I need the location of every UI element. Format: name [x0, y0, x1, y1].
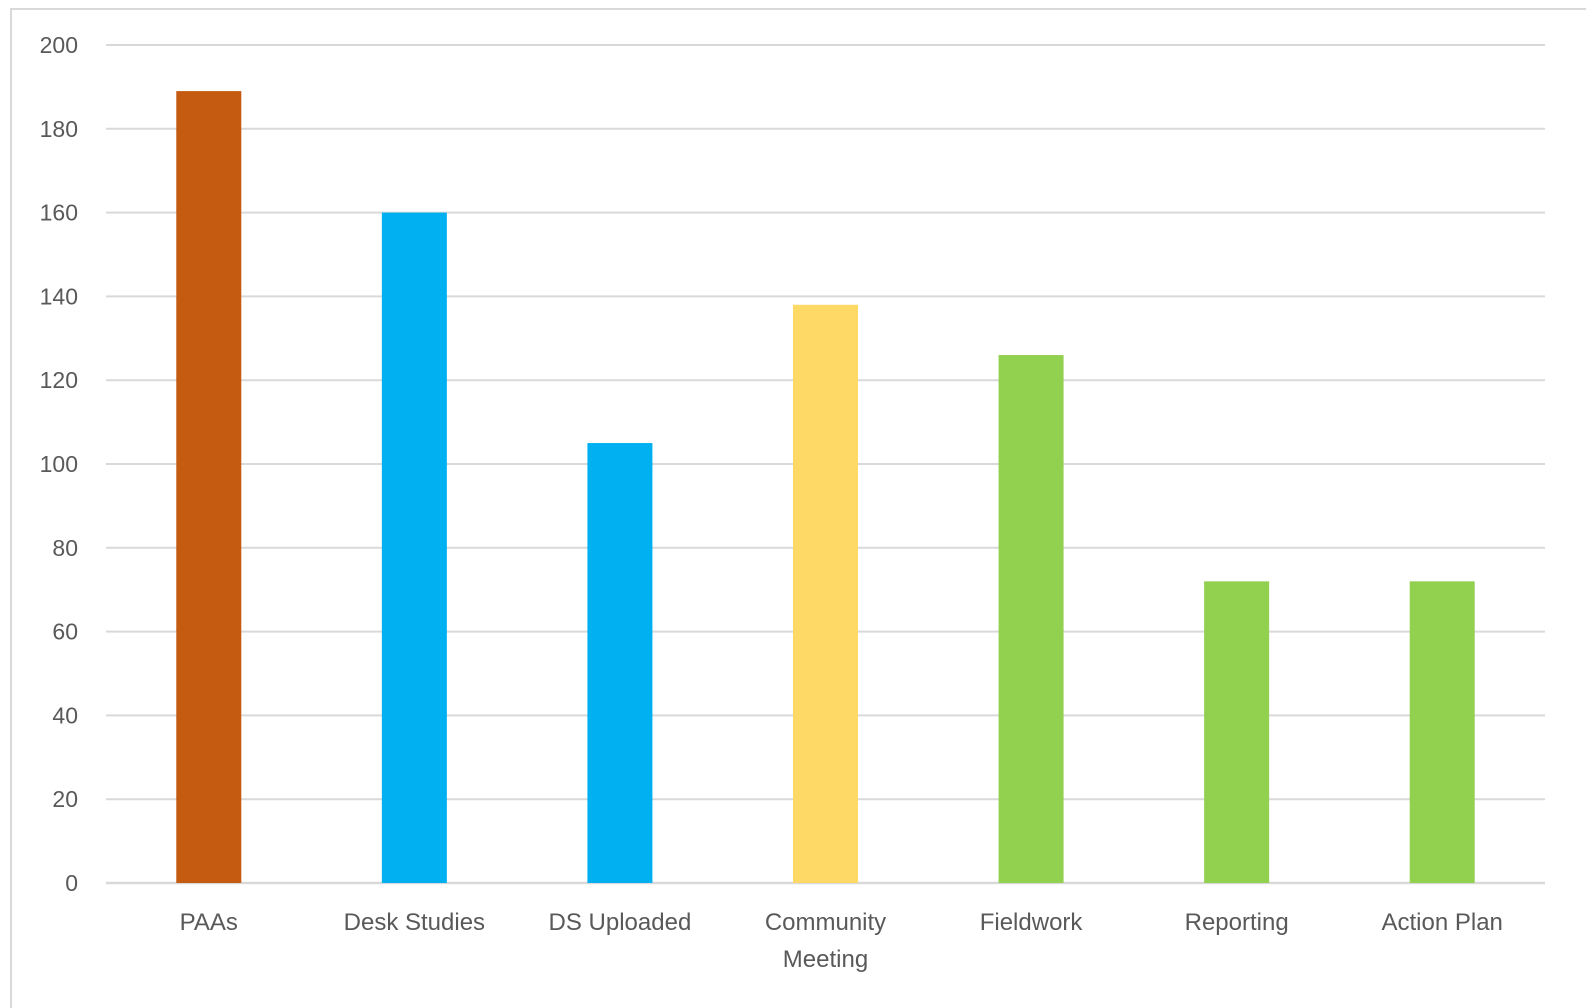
x-category-label: PAAs: [180, 909, 238, 936]
bar-desk-studies: [381, 212, 447, 884]
y-tick-label: 160: [40, 200, 78, 226]
bars: [176, 91, 1475, 884]
y-axis-ticks: 0 20 40 60 80 100 120 140 160 180 200: [40, 32, 78, 896]
bar-reporting: [1204, 581, 1270, 883]
y-tick-label: 180: [40, 116, 78, 142]
y-tick-label: 100: [40, 451, 78, 477]
y-tick-label: 20: [52, 786, 78, 812]
bar-action-plan: [1409, 581, 1475, 883]
x-axis-labels: PAAs Desk Studies DS Uploaded Community Meet…: [180, 909, 1503, 973]
y-tick-label: 140: [40, 283, 78, 309]
y-tick-label: 40: [52, 702, 78, 728]
bar-community-meeting: [793, 304, 858, 883]
bar-paas: [176, 91, 242, 884]
x-category-label: Fieldwork: [980, 909, 1084, 936]
x-category-label: Reporting: [1185, 909, 1289, 936]
x-category-label: Desk Studies: [344, 909, 485, 936]
y-tick-label: 200: [40, 32, 78, 58]
x-category-label: Action Plan: [1382, 909, 1503, 936]
x-category-label: DS Uploaded: [549, 909, 692, 936]
x-category-label: Meeting: [783, 946, 868, 973]
y-tick-label: 120: [40, 367, 78, 393]
y-tick-label: 80: [52, 535, 78, 561]
y-tick-label: 60: [52, 619, 78, 645]
y-tick-label: 0: [65, 870, 78, 896]
bar-fieldwork: [998, 355, 1064, 883]
bar-ds-uploaded: [587, 443, 653, 883]
x-category-label: Community: [765, 909, 886, 936]
